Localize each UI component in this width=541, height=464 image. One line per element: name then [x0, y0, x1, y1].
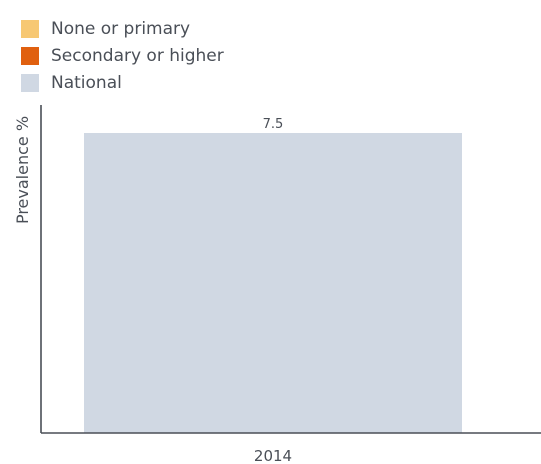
x-tick-labels: 2014: [254, 447, 292, 464]
bar-national-2014: [84, 133, 462, 433]
legend-item-none-or-primary: None or primary: [21, 15, 224, 42]
legend-label-secondary-or-higher: Secondary or higher: [51, 45, 224, 66]
bar-value-label: 7.5: [263, 117, 284, 132]
legend-item-national: National: [21, 69, 224, 96]
y-axis-title: Prevalence %: [13, 116, 32, 224]
legend-swatch-national: [21, 73, 39, 92]
legend-label-national: National: [51, 72, 122, 93]
legend-swatch-none-or-primary: [21, 19, 39, 38]
x-tick-label: 2014: [254, 447, 292, 464]
chart-legend: None or primary Secondary or higher Nati…: [21, 15, 224, 96]
legend-swatch-secondary-or-higher: [21, 46, 39, 65]
bars-layer: 7.5: [84, 117, 462, 433]
legend-item-secondary-or-higher: Secondary or higher: [21, 42, 224, 69]
legend-label-none-or-primary: None or primary: [51, 18, 191, 39]
